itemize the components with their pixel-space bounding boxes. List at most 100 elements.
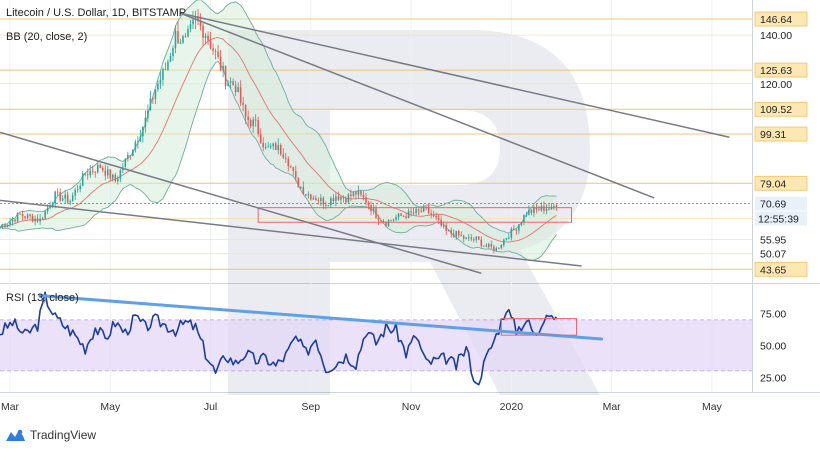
- candle-body: [498, 247, 500, 249]
- candle-body: [477, 236, 480, 240]
- candle-body: [422, 206, 425, 212]
- candle-body: [480, 239, 483, 246]
- candle-body: [254, 119, 257, 121]
- candle-body: [187, 29, 189, 37]
- candle-body: [249, 119, 252, 127]
- candle-body: [307, 194, 310, 196]
- candle-body: [11, 219, 14, 222]
- price-tick-label: 140.00: [760, 30, 792, 42]
- chart-title: Litecoin / U.S. Dollar, 1D, BITSTAMP: [6, 7, 186, 19]
- tradingview-logo-icon: [6, 429, 25, 441]
- candle-body: [503, 239, 505, 245]
- candle-body: [417, 209, 420, 211]
- countdown-tag: [755, 211, 807, 226]
- candle-body: [14, 219, 16, 222]
- candle-body: [327, 205, 330, 207]
- candle-body: [184, 36, 187, 38]
- candle-body: [217, 51, 219, 57]
- candle-body: [485, 245, 488, 247]
- candle-body: [16, 213, 19, 222]
- candle-body: [204, 35, 207, 38]
- time-tick-label: May: [702, 401, 723, 413]
- candle-body: [457, 231, 460, 236]
- candle-body: [54, 191, 56, 204]
- price-level-tag: [754, 62, 808, 78]
- candle-body: [300, 187, 302, 189]
- candle-body: [86, 174, 89, 176]
- candle-body: [470, 237, 473, 240]
- target-zone-box: [257, 207, 573, 223]
- candle-body: [447, 230, 450, 232]
- candle-body: [162, 68, 164, 80]
- price-level-label: 99.31: [760, 129, 786, 141]
- candle-body: [4, 225, 6, 227]
- time-tick-label: May: [100, 401, 121, 413]
- candle-body: [147, 110, 149, 118]
- candle-body: [410, 211, 412, 213]
- price-level-label: 109.52: [760, 104, 792, 116]
- candle-body: [467, 237, 470, 239]
- candle-body: [19, 213, 21, 215]
- lower-channel-bottom: [0, 199, 582, 267]
- candle-body: [380, 220, 382, 222]
- candle-body: [152, 98, 154, 100]
- candle-body: [229, 81, 232, 83]
- candle-body: [232, 81, 234, 86]
- candle-body: [493, 246, 495, 251]
- candle-body: [274, 143, 277, 151]
- candle-body: [169, 55, 172, 62]
- candle-body: [76, 189, 79, 191]
- candle-body: [420, 210, 422, 212]
- candle-body: [237, 87, 239, 93]
- candle-body: [192, 19, 194, 25]
- candle-body: [157, 83, 159, 90]
- price-tick-label: 50.07: [760, 249, 786, 261]
- candle-body: [89, 170, 92, 176]
- candle-body: [239, 87, 242, 103]
- candle-body: [159, 79, 162, 84]
- candle-body: [94, 171, 97, 173]
- candle-body: [179, 42, 182, 44]
- candle-body: [330, 198, 332, 206]
- candle-body: [272, 143, 275, 147]
- candle-body: [442, 225, 445, 227]
- candle-body: [114, 174, 117, 182]
- candle-body: [488, 244, 490, 247]
- candle-body: [523, 214, 525, 223]
- candle-body: [405, 216, 407, 219]
- candle-body: [34, 218, 36, 222]
- candle-body: [287, 158, 290, 167]
- candle-body: [149, 98, 152, 111]
- candle-body: [282, 154, 285, 158]
- rsi-axis: 75.00 50.00 25.00: [760, 309, 786, 385]
- candle-body: [84, 173, 87, 175]
- candle-body: [59, 192, 61, 201]
- candle-body: [553, 205, 555, 207]
- candle-body: [425, 206, 427, 208]
- candle-body: [182, 36, 184, 43]
- time-tick-label: Mar: [603, 401, 622, 413]
- price-tick-label: 120.00: [760, 79, 792, 91]
- candle-body: [513, 228, 515, 230]
- candle-body: [392, 219, 395, 221]
- candle-body: [535, 207, 538, 210]
- candle-body: [224, 65, 227, 87]
- candle-body: [475, 236, 478, 240]
- candle-body: [267, 146, 269, 148]
- time-axis: Mar May Jul Sep Nov 2020 Mar May: [1, 401, 723, 413]
- candle-body: [437, 217, 440, 220]
- candle-body: [390, 220, 392, 222]
- candle-body: [244, 104, 247, 117]
- candle-body: [167, 61, 169, 70]
- price-pane: [0, 0, 752, 283]
- candle-body: [490, 244, 493, 247]
- candle-body: [26, 214, 29, 218]
- candle-body: [375, 208, 377, 219]
- candle-body: [440, 219, 442, 226]
- candle-body: [234, 85, 237, 93]
- candle-body: [252, 119, 254, 127]
- candle-body: [520, 222, 523, 225]
- candle-body: [528, 209, 530, 215]
- candle-body: [46, 207, 49, 212]
- trendlines: [0, 12, 730, 275]
